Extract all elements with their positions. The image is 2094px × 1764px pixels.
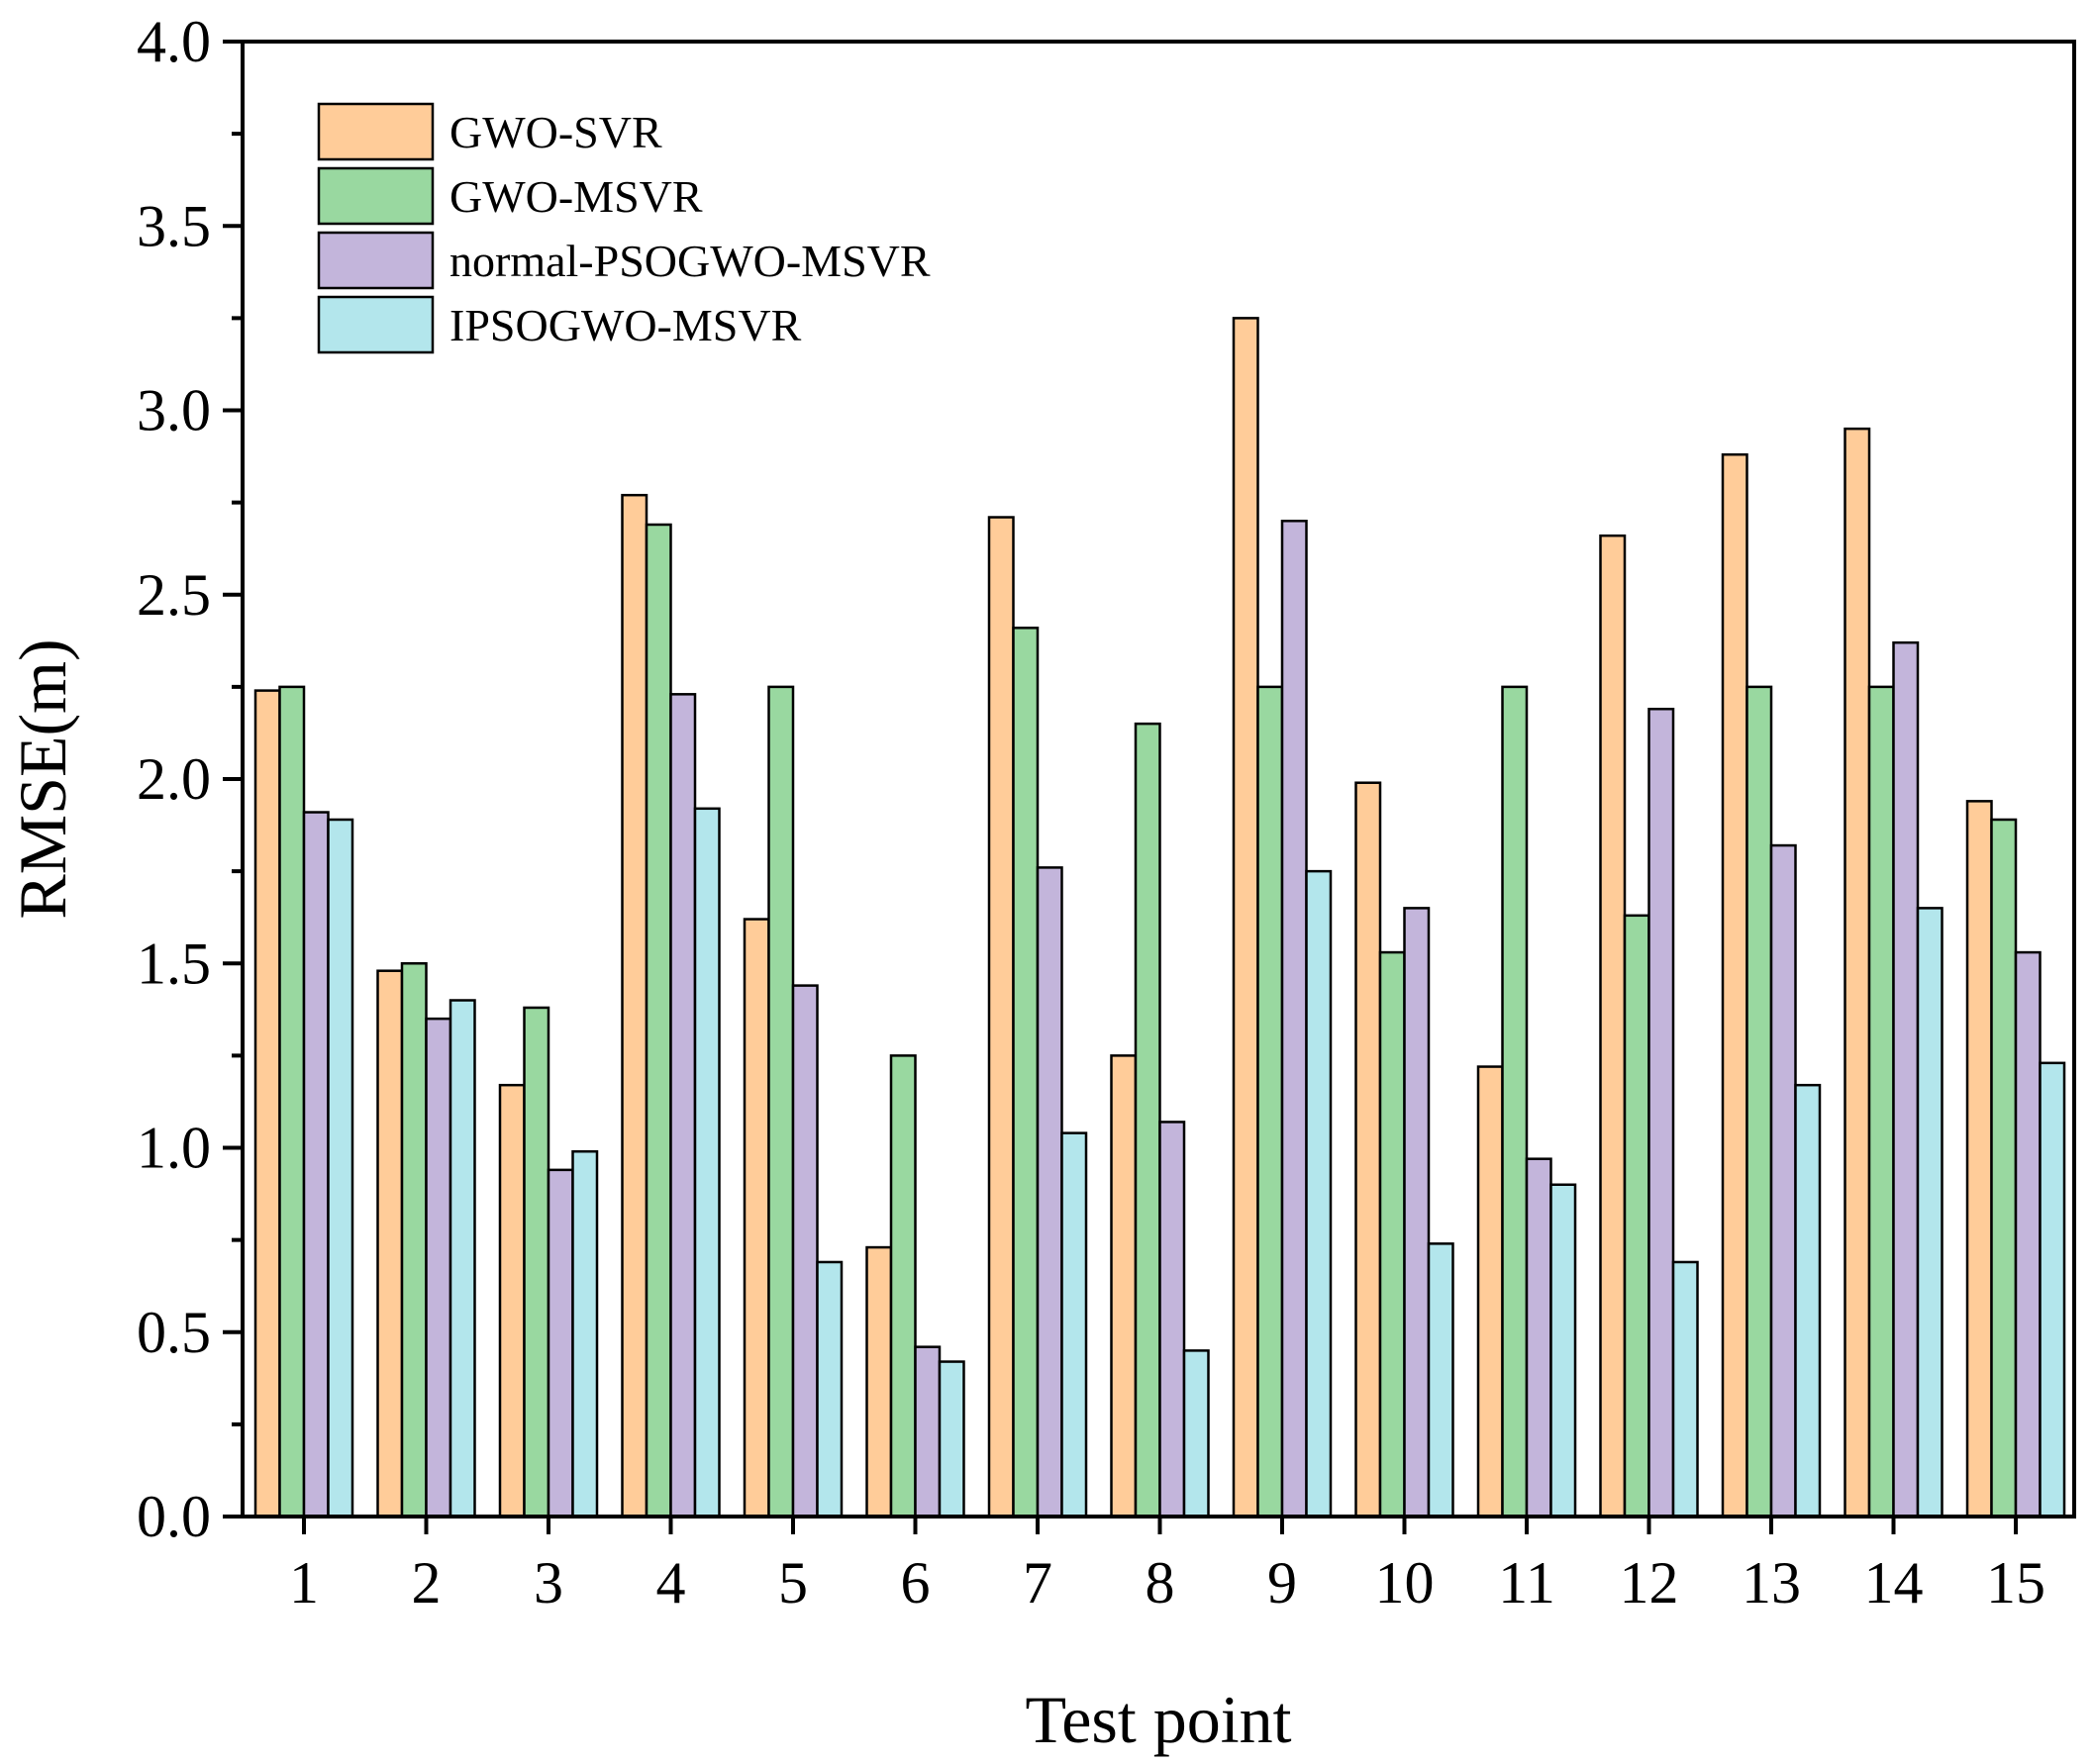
- bar-ipsogwo-msvr-14: [1916, 907, 1944, 1519]
- bar-normal-psogwo-msvr-2: [425, 1017, 452, 1519]
- bar-gwo-msvr-6: [889, 1054, 917, 1519]
- legend: GWO-SVR GWO-MSVR normal-PSOGWO-MSVR IPSOGWO…: [317, 102, 931, 354]
- y-tick-label-1.0: 1.0: [137, 1116, 211, 1181]
- bar-gwo-svr-9: [1232, 317, 1259, 1519]
- bar-normal-psogwo-msvr-3: [547, 1168, 574, 1519]
- bar-ipsogwo-msvr-9: [1305, 869, 1333, 1519]
- bar-gwo-msvr-13: [1745, 685, 1773, 1519]
- bar-normal-psogwo-msvr-6: [914, 1345, 942, 1519]
- bar-gwo-msvr-4: [645, 523, 672, 1519]
- bar-ipsogwo-msvr-8: [1182, 1349, 1210, 1519]
- x-tick-label-12: 12: [1620, 1550, 1679, 1616]
- bar-normal-psogwo-msvr-1: [302, 811, 330, 1519]
- bar-gwo-svr-2: [376, 969, 404, 1519]
- bar-gwo-svr-1: [253, 689, 281, 1519]
- x-tick-label-5: 5: [778, 1550, 808, 1616]
- y-tick-label-0.0: 0.0: [137, 1484, 211, 1549]
- bar-ipsogwo-msvr-10: [1427, 1242, 1454, 1519]
- x-tick-label-10: 10: [1375, 1550, 1435, 1616]
- y-tick-label-4.0: 4.0: [137, 9, 211, 74]
- x-tick-label-15: 15: [1986, 1550, 2045, 1616]
- x-tick-label-9: 9: [1267, 1550, 1297, 1616]
- bar-normal-psogwo-msvr-11: [1525, 1157, 1552, 1519]
- bar-gwo-msvr-7: [1012, 627, 1040, 1519]
- bar-ipsogwo-msvr-3: [571, 1149, 599, 1519]
- bar-normal-psogwo-msvr-12: [1647, 707, 1675, 1519]
- bar-normal-psogwo-msvr-5: [791, 984, 819, 1519]
- y-axis-label: RMSE(m): [5, 638, 80, 919]
- bar-gwo-svr-10: [1354, 781, 1382, 1519]
- bar-gwo-msvr-15: [1990, 818, 2018, 1519]
- legend-label-normal-psogwo-msvr: normal-PSOGWO-MSVR: [449, 236, 931, 286]
- bars: [253, 317, 2066, 1519]
- bar-gwo-svr-11: [1476, 1065, 1504, 1519]
- bar-ipsogwo-msvr-15: [2039, 1061, 2066, 1519]
- bar-gwo-svr-13: [1721, 452, 1748, 1519]
- x-tick-label-2: 2: [412, 1550, 442, 1616]
- bar-ipsogwo-msvr-1: [327, 818, 354, 1519]
- bar-ipsogwo-msvr-11: [1549, 1183, 1577, 1519]
- legend-label-gwo-svr: GWO-SVR: [449, 107, 662, 157]
- x-axis-label: Test point: [1025, 1682, 1291, 1757]
- x-tick-label-13: 13: [1742, 1550, 1801, 1616]
- y-tick-label-3.5: 3.5: [137, 193, 211, 258]
- bar-normal-psogwo-msvr-15: [2014, 950, 2042, 1519]
- y-tick-label-2.5: 2.5: [137, 562, 211, 628]
- bar-ipsogwo-msvr-2: [449, 999, 476, 1519]
- bar-gwo-msvr-8: [1134, 722, 1161, 1519]
- bar-ipsogwo-msvr-12: [1671, 1260, 1699, 1519]
- y-tick-label-0.5: 0.5: [137, 1300, 211, 1365]
- legend-swatch-gwo-msvr: [317, 166, 435, 226]
- bar-gwo-msvr-10: [1378, 950, 1406, 1519]
- bar-gwo-svr-15: [1965, 800, 1993, 1519]
- x-tick-label-4: 4: [656, 1550, 686, 1616]
- y-tick-label-2.0: 2.0: [137, 746, 211, 812]
- bar-normal-psogwo-msvr-14: [1892, 640, 1920, 1519]
- bar-gwo-msvr-14: [1867, 685, 1895, 1519]
- bar-gwo-svr-14: [1844, 427, 1871, 1519]
- bar-normal-psogwo-msvr-9: [1280, 520, 1308, 1519]
- bar-gwo-svr-5: [743, 918, 770, 1519]
- bar-gwo-msvr-2: [400, 962, 428, 1519]
- x-tick-label-3: 3: [534, 1550, 563, 1616]
- x-tick-label-11: 11: [1498, 1550, 1555, 1616]
- legend-swatch-gwo-svr: [317, 102, 435, 161]
- bar-ipsogwo-msvr-7: [1060, 1131, 1088, 1519]
- bar-ipsogwo-msvr-4: [693, 807, 721, 1519]
- bar-gwo-msvr-11: [1501, 685, 1529, 1519]
- legend-label-ipsogwo-msvr: IPSOGWO-MSVR: [449, 300, 802, 350]
- bar-normal-psogwo-msvr-10: [1403, 907, 1431, 1519]
- bar-ipsogwo-msvr-13: [1794, 1083, 1822, 1519]
- x-tick-label-6: 6: [901, 1550, 931, 1616]
- bar-gwo-svr-6: [865, 1245, 893, 1519]
- bar-normal-psogwo-msvr-8: [1158, 1121, 1186, 1519]
- bar-gwo-msvr-9: [1256, 685, 1284, 1519]
- bar-gwo-msvr-5: [767, 685, 795, 1519]
- x-tick-label-14: 14: [1864, 1550, 1924, 1616]
- bar-gwo-svr-7: [987, 516, 1015, 1519]
- bar-gwo-msvr-1: [278, 685, 306, 1519]
- bar-gwo-svr-12: [1599, 534, 1627, 1519]
- bar-gwo-svr-8: [1110, 1054, 1138, 1519]
- bar-gwo-svr-4: [621, 493, 648, 1519]
- legend-label-gwo-msvr: GWO-MSVR: [449, 171, 703, 222]
- axis-ticks: 1 2 3 4 5 6 7 8 9 10 11 12 13 14 150.00.51.01.52.02.53…: [137, 9, 2045, 1616]
- bar-gwo-msvr-3: [523, 1006, 550, 1519]
- x-tick-label-7: 7: [1023, 1550, 1052, 1616]
- x-tick-label-1: 1: [289, 1550, 319, 1616]
- bar-normal-psogwo-msvr-4: [669, 693, 697, 1519]
- bar-ipsogwo-msvr-6: [938, 1360, 965, 1519]
- legend-swatch-ipsogwo-msvr: [317, 295, 435, 354]
- bar-gwo-svr-3: [498, 1083, 526, 1519]
- bar-ipsogwo-msvr-5: [816, 1260, 844, 1519]
- bar-normal-psogwo-msvr-7: [1036, 866, 1063, 1519]
- y-tick-label-1.5: 1.5: [137, 931, 211, 996]
- bar-gwo-msvr-12: [1623, 914, 1650, 1519]
- y-tick-label-3.0: 3.0: [137, 378, 211, 443]
- x-tick-label-8: 8: [1146, 1550, 1175, 1616]
- bar-normal-psogwo-msvr-13: [1769, 843, 1797, 1519]
- legend-swatch-normal-psogwo-msvr: [317, 231, 435, 290]
